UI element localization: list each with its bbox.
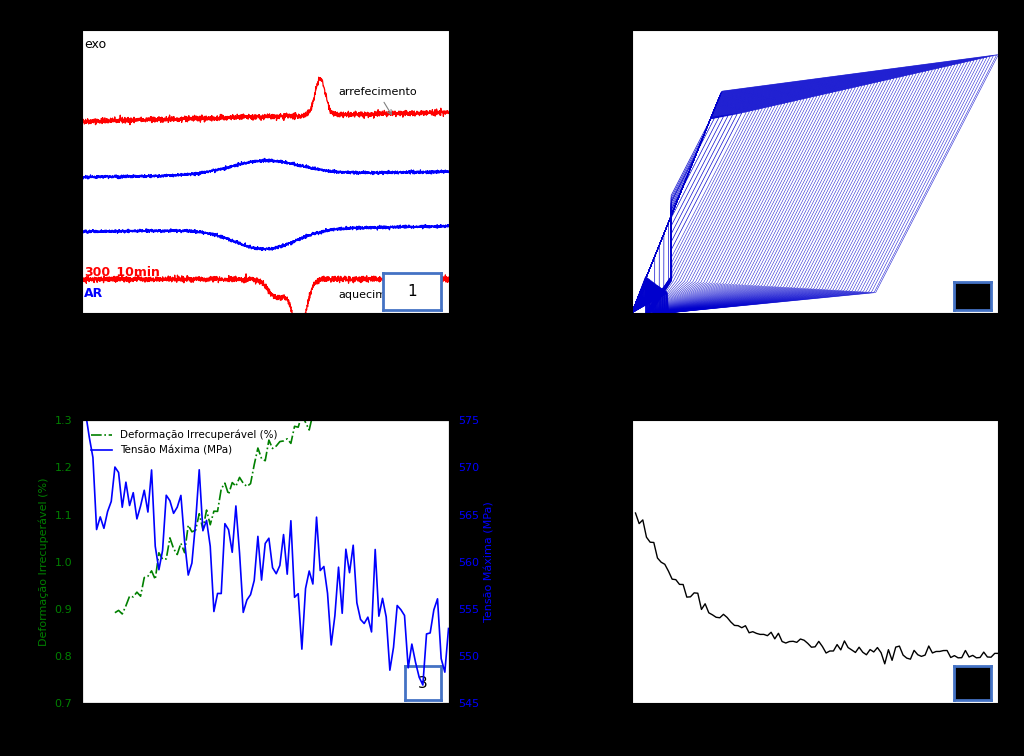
Y-axis label: Fluxo de calor (mW/mg): Fluxo de calor (mW/mg) bbox=[67, 104, 77, 239]
Text: arrefecimento: arrefecimento bbox=[339, 87, 417, 114]
Y-axis label: Tensão (Mpa): Tensão (Mpa) bbox=[583, 130, 595, 213]
X-axis label: Temperatura (ºC): Temperatura (ºC) bbox=[211, 338, 319, 352]
X-axis label: Extensão (%): Extensão (%) bbox=[773, 338, 857, 352]
X-axis label: Número de ciclos: Número de ciclos bbox=[211, 728, 319, 742]
Text: AR: AR bbox=[84, 287, 103, 300]
Legend: Deformação Irrecuperável (%), Tensão Máxima (MPa): Deformação Irrecuperável (%), Tensão Máx… bbox=[87, 426, 283, 460]
Text: aquecimento: aquecimento bbox=[339, 278, 412, 300]
X-axis label: Número de ciclos: Número de ciclos bbox=[761, 728, 869, 742]
Y-axis label: Energia absorvida/ciclo (MJ/m³): Energia absorvida/ciclo (MJ/m³) bbox=[592, 475, 602, 649]
Y-axis label: Tensão Máxima (MPa): Tensão Máxima (MPa) bbox=[485, 501, 495, 622]
Text: exo: exo bbox=[84, 39, 106, 51]
Y-axis label: Deformação Irrecuperável (%): Deformação Irrecuperável (%) bbox=[38, 478, 49, 646]
Text: 300_10min: 300_10min bbox=[84, 266, 160, 280]
